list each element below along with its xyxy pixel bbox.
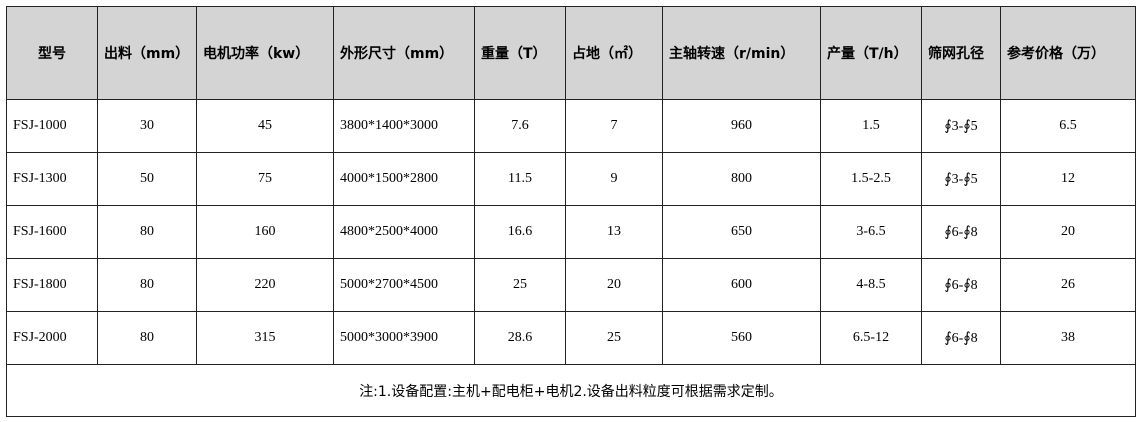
data-cell: 80 [97, 205, 197, 259]
data-cell: FSJ-2000 [6, 311, 98, 365]
data-cell: 220 [196, 258, 334, 312]
header-cell: 筛网孔径 [921, 6, 1001, 100]
data-cell: 38 [1000, 311, 1136, 365]
header-cell: 电机功率（kw） [196, 6, 334, 100]
data-cell: 20 [565, 258, 663, 312]
data-cell: 5000*3000*3900 [333, 311, 475, 365]
data-row: FSJ-1600 80 160 4800*2500*4000 16.6 13 650 3-6.… [6, 205, 1136, 259]
header-row: 型号 出料（mm） 电机功率（kw） 外形尺寸（mm） 重量（T） 占地（㎡） 主轴转速（r… [6, 6, 1136, 100]
data-cell: 4000*1500*2800 [333, 152, 475, 206]
note-row: 注:1.设备配置:主机+配电柜+电机2.设备出料粒度可根据需求定制。 [6, 364, 1136, 417]
data-cell: ∮3-∮5 [921, 152, 1001, 206]
data-cell: 960 [662, 99, 821, 153]
spec-table: 型号 出料（mm） 电机功率（kw） 外形尺寸（mm） 重量（T） 占地（㎡） 主轴转速（r… [6, 6, 1136, 417]
spec-table-container: 型号 出料（mm） 电机功率（kw） 外形尺寸（mm） 重量（T） 占地（㎡） 主轴转速（r… [6, 6, 1136, 417]
data-row: FSJ-1000 30 45 3800*1400*3000 7.6 7 960 1.5 ∮3-∮… [6, 99, 1136, 153]
data-cell: 160 [196, 205, 334, 259]
data-cell: 30 [97, 99, 197, 153]
data-cell: 80 [97, 258, 197, 312]
data-cell: FSJ-1000 [6, 99, 98, 153]
data-cell: 9 [565, 152, 663, 206]
data-cell: ∮6-∮8 [921, 205, 1001, 259]
header-cell: 外形尺寸（mm） [333, 6, 475, 100]
data-cell: 50 [97, 152, 197, 206]
data-cell: 20 [1000, 205, 1136, 259]
data-cell: 25 [565, 311, 663, 365]
data-cell: 1.5 [820, 99, 922, 153]
data-cell: 7 [565, 99, 663, 153]
header-cell: 产量（T/h） [820, 6, 922, 100]
header-cell: 参考价格（万） [1000, 6, 1136, 100]
data-cell: 800 [662, 152, 821, 206]
note-cell: 注:1.设备配置:主机+配电柜+电机2.设备出料粒度可根据需求定制。 [6, 364, 1136, 417]
header-cell: 型号 [6, 6, 98, 100]
data-cell: ∮6-∮8 [921, 311, 1001, 365]
data-row: FSJ-1800 80 220 5000*2700*4500 25 20 600 4-8.5 ∮… [6, 258, 1136, 312]
data-row: FSJ-1300 50 75 4000*1500*2800 11.5 9 800 1.5-2.… [6, 152, 1136, 206]
data-cell: 4-8.5 [820, 258, 922, 312]
data-cell: 600 [662, 258, 821, 312]
header-cell: 出料（mm） [97, 6, 197, 100]
data-cell: 12 [1000, 152, 1136, 206]
data-cell: 28.6 [474, 311, 566, 365]
data-cell: 315 [196, 311, 334, 365]
header-cell: 占地（㎡） [565, 6, 663, 100]
data-cell: 6.5-12 [820, 311, 922, 365]
data-cell: 6.5 [1000, 99, 1136, 153]
data-cell: 75 [196, 152, 334, 206]
data-cell: 5000*2700*4500 [333, 258, 475, 312]
data-cell: FSJ-1300 [6, 152, 98, 206]
header-cell: 主轴转速（r/min） [662, 6, 821, 100]
data-cell: 26 [1000, 258, 1136, 312]
data-cell: FSJ-1800 [6, 258, 98, 312]
data-cell: 560 [662, 311, 821, 365]
data-cell: 3800*1400*3000 [333, 99, 475, 153]
data-cell: 16.6 [474, 205, 566, 259]
data-cell: 650 [662, 205, 821, 259]
data-cell: 80 [97, 311, 197, 365]
header-cell: 重量（T） [474, 6, 566, 100]
data-cell: FSJ-1600 [6, 205, 98, 259]
data-row: FSJ-2000 80 315 5000*3000*3900 28.6 25 560 6.5-… [6, 311, 1136, 365]
data-cell: 1.5-2.5 [820, 152, 922, 206]
data-cell: 3-6.5 [820, 205, 922, 259]
data-cell: 25 [474, 258, 566, 312]
data-cell: 4800*2500*4000 [333, 205, 475, 259]
data-cell: 45 [196, 99, 334, 153]
data-cell: 11.5 [474, 152, 566, 206]
data-cell: 7.6 [474, 99, 566, 153]
data-cell: 13 [565, 205, 663, 259]
data-cell: ∮6-∮8 [921, 258, 1001, 312]
data-cell: ∮3-∮5 [921, 99, 1001, 153]
